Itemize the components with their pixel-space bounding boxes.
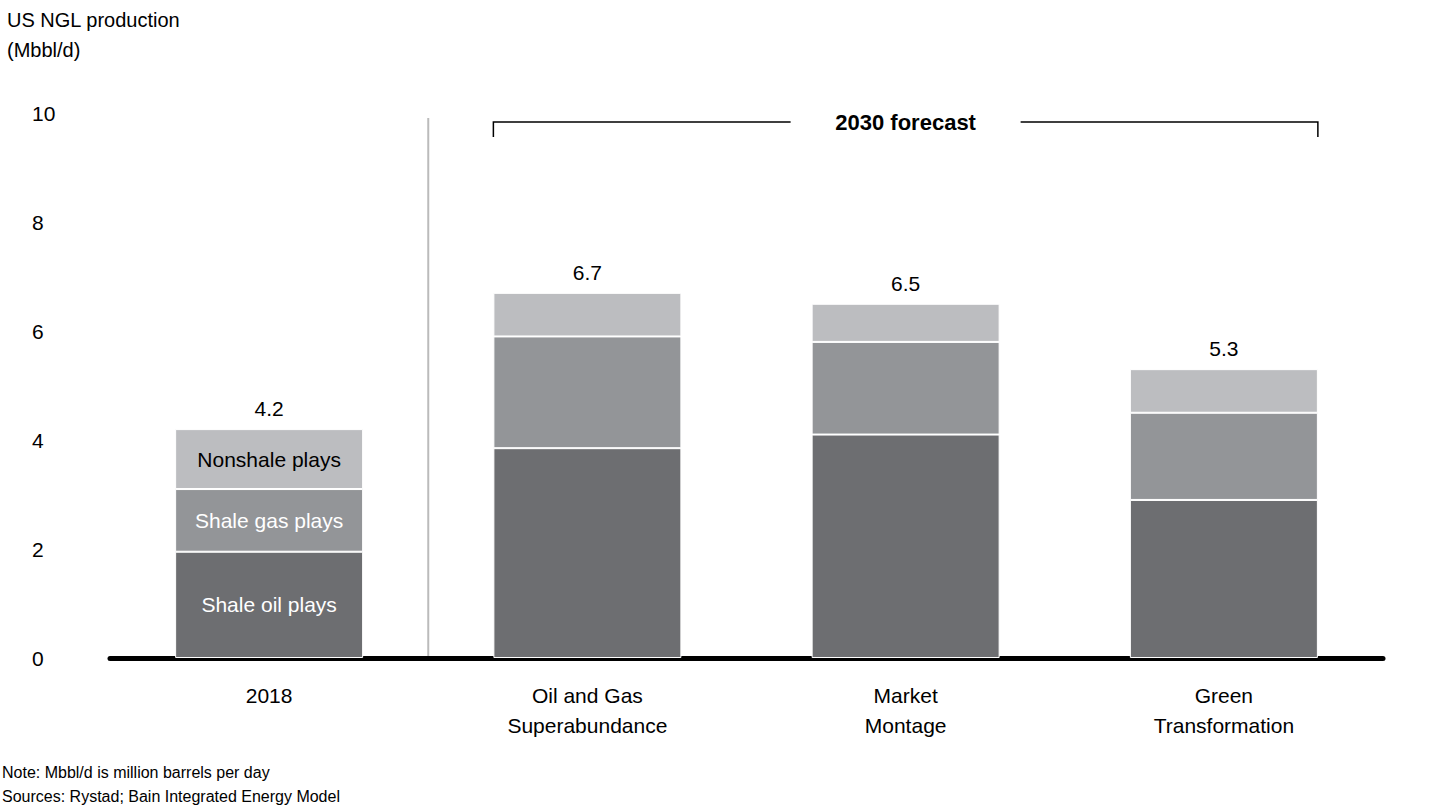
svg-text:2: 2 xyxy=(32,538,44,561)
svg-text:5.3: 5.3 xyxy=(1209,337,1238,360)
svg-text:Market: Market xyxy=(874,684,938,707)
svg-text:4.2: 4.2 xyxy=(255,397,284,420)
svg-text:Oil and Gas: Oil and Gas xyxy=(532,684,643,707)
svg-text:Nonshale plays: Nonshale plays xyxy=(197,448,341,471)
svg-text:2018: 2018 xyxy=(246,684,293,707)
svg-text:Sources: Rystad; Bain Integrat: Sources: Rystad; Bain Integrated Energy … xyxy=(2,788,340,805)
svg-text:Transformation: Transformation xyxy=(1154,714,1294,737)
svg-text:Shale gas plays: Shale gas plays xyxy=(195,509,343,532)
svg-text:6.5: 6.5 xyxy=(891,272,920,295)
svg-text:(Mbbl/d): (Mbbl/d) xyxy=(7,39,80,61)
svg-text:Note: Mbbl/d is million barrel: Note: Mbbl/d is million barrels per day xyxy=(2,764,270,781)
svg-text:US NGL production: US NGL production xyxy=(7,9,180,31)
svg-text:2030 forecast: 2030 forecast xyxy=(835,110,976,135)
svg-text:6.7: 6.7 xyxy=(573,261,602,284)
svg-text:8: 8 xyxy=(32,211,44,234)
svg-text:0: 0 xyxy=(32,647,44,670)
svg-text:Superabundance: Superabundance xyxy=(507,714,667,737)
svg-text:Green: Green xyxy=(1195,684,1253,707)
svg-text:10: 10 xyxy=(32,102,55,125)
svg-text:4: 4 xyxy=(32,429,44,452)
svg-text:Shale oil plays: Shale oil plays xyxy=(201,593,336,616)
svg-text:6: 6 xyxy=(32,320,44,343)
svg-text:Montage: Montage xyxy=(865,714,947,737)
